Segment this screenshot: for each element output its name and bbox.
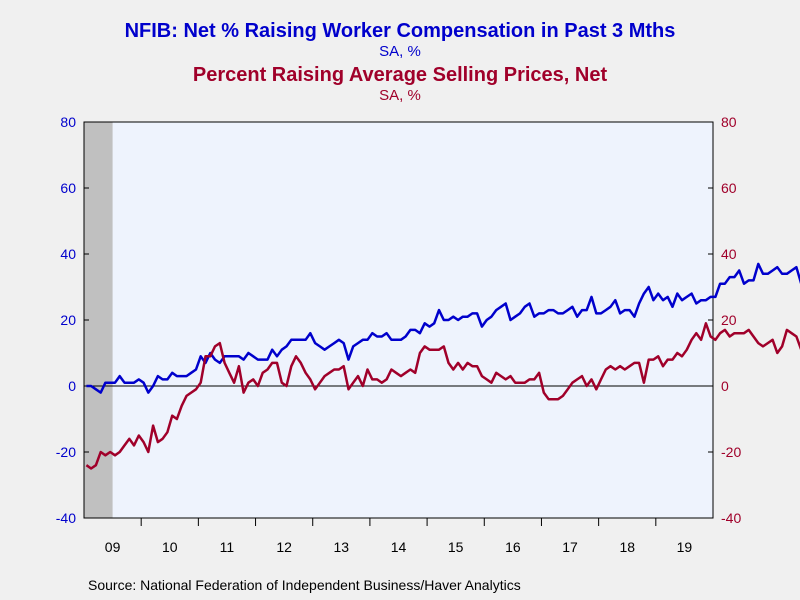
x-tick-label: 19 (677, 539, 693, 555)
y-tick-label-left: 20 (60, 312, 76, 328)
y-tick-label-left: 80 (60, 114, 76, 130)
y-tick-label-right: 0 (721, 378, 729, 394)
y-tick-label-right: 80 (721, 114, 737, 130)
y-tick-label-left: -40 (56, 510, 76, 526)
y-tick-label-right: 20 (721, 312, 737, 328)
x-tick-label: 13 (334, 539, 350, 555)
compensation-series-line (86, 262, 800, 394)
x-tick-label: 18 (619, 539, 635, 555)
x-tick-label: 09 (105, 539, 121, 555)
y-tick-label-right: -20 (721, 444, 741, 460)
y-tick-label-left: 40 (60, 246, 76, 262)
x-tick-label: 12 (276, 539, 292, 555)
chart-title-2: Percent Raising Average Selling Prices, … (192, 64, 608, 86)
y-tick-label-right: -40 (721, 510, 741, 526)
chart-source: Source: National Federation of Independe… (88, 577, 521, 593)
x-tick-label: 17 (562, 539, 578, 555)
chart-subtitle: SA, % (379, 43, 421, 60)
x-tick-label: 10 (162, 539, 178, 555)
x-tick-label: 16 (505, 539, 521, 555)
plot-area (84, 122, 713, 518)
x-tick-label: 15 (448, 539, 464, 555)
y-tick-label-right: 60 (721, 180, 737, 196)
y-tick-label-left: 60 (60, 180, 76, 196)
y-tick-label-left: 0 (68, 378, 76, 394)
chart-subtitle-2: SA, % (379, 87, 421, 104)
y-tick-label-left: -20 (56, 444, 76, 460)
x-tick-label: 14 (391, 539, 407, 555)
x-tick-label: 11 (220, 539, 235, 555)
chart-title: NFIB: Net % Raising Worker Compensation … (124, 20, 676, 42)
selling-prices-series-line (85, 322, 800, 470)
y-tick-label-right: 40 (721, 246, 737, 262)
